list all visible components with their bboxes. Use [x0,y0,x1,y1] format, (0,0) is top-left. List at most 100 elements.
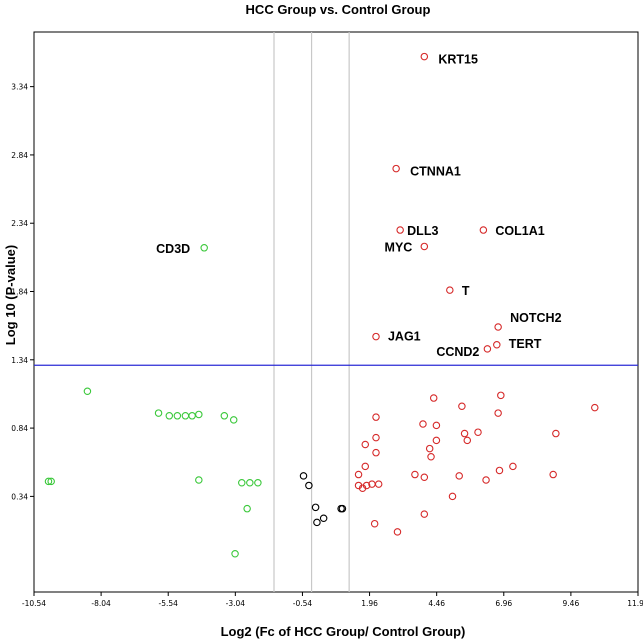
data-point [83,387,92,395]
data-point [299,472,308,480]
y-tick-label: 1.34 [11,356,28,365]
data-point [396,226,404,234]
x-tick-label: 6.96 [495,599,512,608]
data-point [420,52,429,61]
data-point [432,436,441,445]
data-point [188,412,196,420]
data-point [474,428,482,436]
gene-label-jag1: JAG1 [388,330,421,344]
x-tick-label: -0.54 [293,599,313,608]
data-point [509,462,517,471]
data-point [427,453,435,461]
data-point [372,448,380,457]
data-point [448,492,457,501]
data-point [420,473,429,482]
chart-title: HCC Group vs. Control Group [246,2,431,17]
data-point [305,481,313,490]
gene-label-krt15: KRT15 [438,53,478,67]
data-point [47,477,55,486]
gene-label-ccnd2: CCND2 [436,345,479,359]
data-point [362,481,371,490]
data-point [243,504,251,513]
data-point [393,528,402,536]
x-tick-label: 11.96 [627,599,643,608]
data-point [165,412,174,420]
data-point [482,476,490,484]
data-point [44,477,53,486]
data-point [432,421,441,430]
data-point [231,550,239,558]
x-tick-label: 1.96 [361,599,378,608]
data-point [238,478,246,487]
x-tick-label: -8.04 [91,599,111,608]
data-point [319,514,328,522]
x-tick-label: -3.04 [226,599,246,608]
gene-label-t: T [462,284,470,298]
data-point [229,416,238,424]
data-point [411,470,419,479]
x-axis-label: Log2 (Fc of HCC Group/ Control Group) [221,624,466,639]
data-point [429,394,438,402]
data-point [479,226,488,234]
data-point [497,391,505,400]
data-point [370,519,379,528]
data-point [354,470,363,479]
gene-label-ctnna1: CTNNA1 [410,165,461,179]
data-point [549,470,557,479]
data-point [338,504,347,513]
data-point [446,286,454,294]
data-point [493,341,501,349]
data-point [455,472,463,480]
y-tick-label: 3.34 [11,83,28,92]
gene-label-cd3d: CD3D [156,242,190,256]
data-point [494,323,502,331]
data-point [361,440,370,449]
data-point [254,478,262,487]
x-tick-label: 9.46 [563,599,580,608]
data-point [154,409,163,417]
data-point [463,436,472,445]
data-point [591,403,599,412]
data-point [392,164,400,173]
x-tick-label: 4.46 [428,599,445,608]
data-point [494,409,502,417]
x-tick-label: -5.54 [159,599,179,608]
x-tick-label: -10.54 [22,599,46,608]
y-tick-label: 1.84 [11,288,28,297]
data-point [483,345,492,353]
data-point [372,413,380,421]
data-point [460,429,469,438]
data-point [246,478,254,487]
plot-frame [33,31,639,593]
data-point [200,244,208,252]
data-point [495,466,504,475]
data-point [552,429,560,438]
data-point [181,412,190,420]
data-point [420,242,429,251]
data-point [220,412,229,420]
data-point [195,410,203,419]
data-point [361,462,370,471]
data-point [374,480,383,488]
data-point [195,476,203,484]
y-tick-label: 2.84 [11,151,28,160]
data-point [420,510,429,518]
data-point [313,518,321,527]
y-tick-label: 0.34 [11,492,28,501]
y-tick-label: 0.84 [11,424,28,433]
data-point [458,402,466,410]
y-axis-label: Log 10 (P-value) [3,245,18,345]
data-point [173,412,182,420]
data-point [372,332,380,341]
gene-label-notch2: NOTCH2 [510,311,561,325]
data-point [425,444,434,453]
y-tick-label: 2.34 [11,219,28,228]
gene-label-dll3: DLL3 [407,224,438,238]
gene-label-tert: TERT [509,337,542,351]
data-point [311,503,320,512]
data-point [419,420,427,428]
gene-label-col1a1: COL1A1 [495,224,544,238]
gene-label-myc: MYC [385,240,413,254]
data-point [372,433,380,442]
